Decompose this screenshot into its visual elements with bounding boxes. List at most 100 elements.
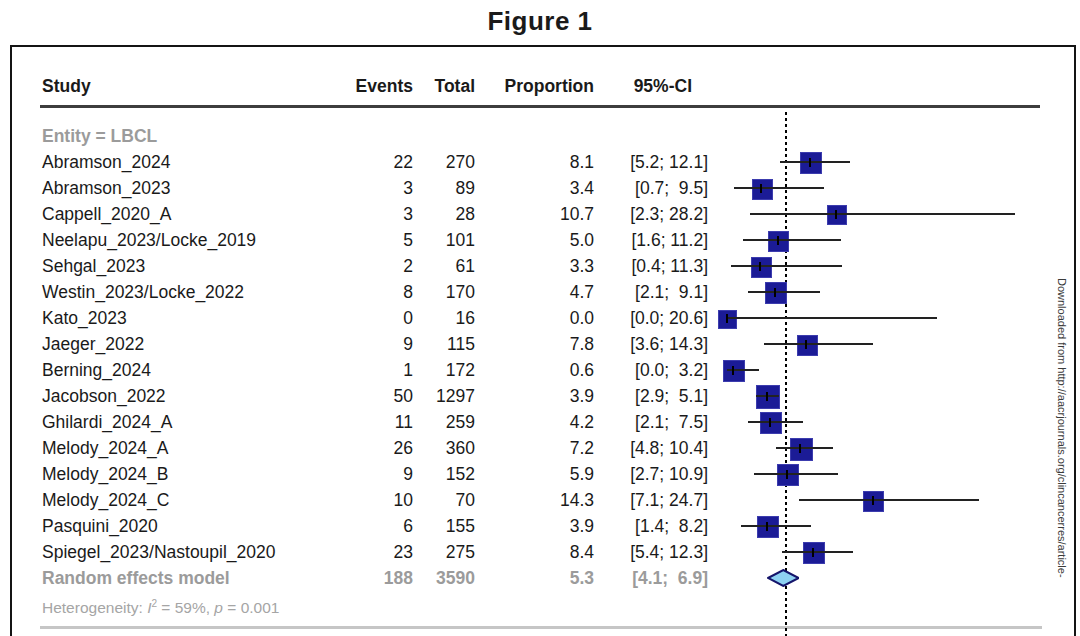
ci-value: [0.4; 11.3]: [593, 253, 708, 279]
proportion-value: 4.2: [500, 409, 594, 435]
ci-value: [5.4; 12.3]: [593, 539, 708, 565]
ci-value: [4.8; 10.4]: [593, 435, 708, 461]
ci-value: [2.1; 7.5]: [593, 409, 708, 435]
total-value: 270: [420, 149, 475, 175]
estimate-tick: [726, 314, 728, 323]
ci-value: [2.1; 9.1]: [593, 279, 708, 305]
effect-square: [723, 360, 745, 382]
proportion-value: 7.2: [500, 435, 594, 461]
table-row: Melody_2024_A263607.2[4.8; 10.4]: [0, 435, 1080, 461]
figure-title: Figure 1: [0, 6, 1080, 37]
ci-value: [0.0; 3.2]: [593, 357, 708, 383]
ci-value: [0.7; 9.5]: [593, 175, 708, 201]
study-name: Spiegel_2023/Nastoupil_2020: [42, 539, 276, 565]
proportion-value: 4.7: [500, 279, 594, 305]
estimate-tick: [766, 522, 768, 531]
total-value: 28: [420, 201, 475, 227]
proportion-value: 8.1: [500, 149, 594, 175]
estimate-tick: [732, 366, 734, 375]
events-value: 2: [330, 253, 413, 279]
study-name: Abramson_2023: [42, 175, 170, 201]
total-value: 70: [420, 487, 475, 513]
ci-line: [727, 317, 938, 319]
ci-line: [754, 473, 838, 475]
table-row: Westin_2023/Locke_202281704.7[2.1; 9.1]: [0, 279, 1080, 305]
table-row: Sehgal_20232613.3[0.4; 11.3]: [0, 253, 1080, 279]
estimate-tick: [769, 418, 771, 427]
ci-value: [2.9; 5.1]: [593, 383, 708, 409]
total-value: 115: [420, 331, 475, 357]
ci-value: [5.2; 12.1]: [593, 149, 708, 175]
summary-ci: [4.1; 6.9]: [593, 565, 708, 591]
effect-square: [803, 542, 825, 564]
het-p: p: [214, 599, 223, 616]
events-value: 6: [330, 513, 413, 539]
ci-line: [748, 291, 820, 293]
table-header: Study Events Total Proportion 95%-CI: [0, 73, 1080, 99]
header-study: Study: [42, 73, 91, 99]
effect-square: [751, 257, 772, 278]
ci-line: [748, 421, 803, 423]
estimate-tick: [835, 210, 837, 219]
figure-page: Figure 1 Study Events Total Proportion 9…: [0, 0, 1080, 636]
effect-square: [797, 335, 818, 356]
table-row: Random effects model18835905.3[4.1; 6.9]: [0, 565, 1080, 591]
effect-square: [777, 464, 799, 486]
events-value: 3: [330, 201, 413, 227]
events-value: 50: [330, 383, 413, 409]
ci-line: [756, 395, 779, 397]
header-rule: [40, 105, 1040, 108]
ci-line: [764, 343, 873, 345]
header-ci: 95%-CI: [593, 73, 708, 99]
summary-proportion: 5.3: [500, 565, 594, 591]
ci-line: [750, 213, 1015, 215]
header-proportion: Proportion: [500, 73, 594, 99]
events-value: 1: [330, 357, 413, 383]
journal-watermark: Downloaded from http://aacrjournals.org/…: [1056, 278, 1068, 578]
total-value: 259: [420, 409, 475, 435]
study-name: Jacobson_2022: [42, 383, 166, 409]
events-value: 26: [330, 435, 413, 461]
summary-diamond: [767, 569, 800, 587]
table-row: Pasquini_202061553.9[1.4; 8.2]: [0, 513, 1080, 539]
estimate-tick: [766, 392, 768, 401]
effect-square: [863, 491, 884, 512]
total-value: 61: [420, 253, 475, 279]
events-value: 8: [330, 279, 413, 305]
total-value: 172: [420, 357, 475, 383]
proportion-value: 8.4: [500, 539, 594, 565]
study-name: Melody_2024_A: [42, 435, 168, 461]
study-name: Ghilardi_2024_A: [42, 409, 172, 435]
estimate-tick: [774, 288, 776, 297]
effect-square: [765, 282, 787, 304]
study-name: Melody_2024_C: [42, 487, 169, 513]
study-name: Abramson_2024: [42, 149, 170, 175]
ci-value: [0.0; 20.6]: [593, 305, 708, 331]
total-value: 170: [420, 279, 475, 305]
ci-line: [741, 525, 811, 527]
het-prefix: Heterogeneity:: [42, 599, 147, 616]
effect-square: [752, 179, 773, 200]
total-value: 152: [420, 461, 475, 487]
proportion-value: 5.0: [500, 227, 594, 253]
proportion-value: 3.9: [500, 383, 594, 409]
ci-value: [1.6; 11.2]: [593, 227, 708, 253]
total-value: 89: [420, 175, 475, 201]
proportion-value: 10.7: [500, 201, 594, 227]
estimate-tick: [799, 444, 801, 453]
table-row: Abramson_20233893.4[0.7; 9.5]: [0, 175, 1080, 201]
proportion-value: 5.9: [500, 461, 594, 487]
total-value: 1297: [420, 383, 475, 409]
table-row: Ghilardi_2024_A 11 259 4.2[2.1; 7.5]: [0, 409, 1080, 435]
total-value: 16: [420, 305, 475, 331]
ci-value: [1.4; 8.2]: [593, 513, 708, 539]
events-value: 5: [330, 227, 413, 253]
estimate-tick: [759, 262, 761, 271]
heterogeneity-note: Heterogeneity: I2 = 59%, p = 0.001: [42, 591, 279, 617]
summary-events: 188: [330, 565, 413, 591]
effect-square: [756, 385, 780, 409]
events-value: 11: [330, 409, 413, 435]
effect-square: [790, 438, 813, 461]
events-value: 22: [330, 149, 413, 175]
proportion-value: 7.8: [500, 331, 594, 357]
